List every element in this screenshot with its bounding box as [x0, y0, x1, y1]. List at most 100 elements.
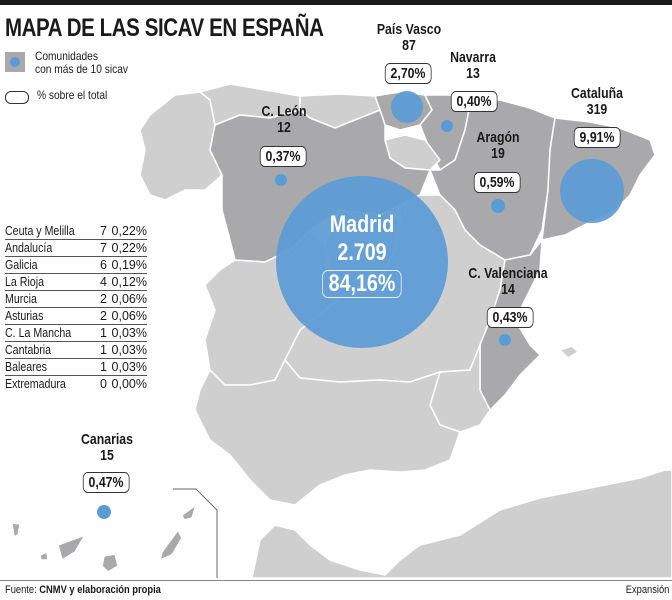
row-pct: 0,22% [111, 224, 147, 238]
legend-bubble-text: Comunidades con más de 10 sicav [35, 50, 128, 76]
row-count: 6 [100, 258, 107, 272]
table-row: Galicia 6 0,19% [5, 257, 147, 274]
row-name: Andalucía [5, 241, 53, 255]
row-count: 1 [100, 360, 107, 374]
canarias-island [11, 522, 21, 538]
region-count: 13 [466, 65, 480, 82]
table-row: Cantabria 1 0,03% [5, 342, 147, 359]
bubble-c-valenciana [499, 334, 511, 346]
row-name: La Rioja [5, 275, 44, 289]
table-row: Extremadura 0 0,00% [5, 376, 147, 392]
canarias-island [181, 504, 197, 521]
pct-navarra: 0,40% [450, 91, 498, 112]
label-cataluna: Cataluña 319 [571, 86, 623, 118]
table-row: Baleares 1 0,03% [5, 359, 147, 376]
table-row: C. La Mancha 1 0,03% [5, 325, 147, 342]
region-baleares [559, 345, 579, 359]
row-pct: 0,03% [111, 360, 147, 374]
bubble-canarias [97, 505, 111, 519]
label-canarias: Canarias 15 [81, 432, 133, 464]
region-count: 12 [277, 119, 291, 136]
brand-credit: Expansión [625, 584, 669, 596]
pct-pais-vasco: 2,70% [384, 63, 432, 84]
bubble-icon [10, 57, 20, 67]
row-name: Cantabria [5, 343, 52, 357]
row-pct: 0,12% [111, 275, 147, 289]
label-pais-vasco: País Vasco 87 [377, 22, 441, 54]
row-count: 0 [100, 377, 107, 391]
canarias-island [57, 534, 86, 561]
region-name: País Vasco [376, 21, 442, 38]
row-name: Baleares [5, 360, 47, 374]
source-prefix: Fuente: [5, 584, 40, 596]
madrid-pct: 84,16% [322, 270, 402, 298]
row-count: 2 [100, 309, 107, 323]
pct-c-valenciana: 0,43% [486, 307, 534, 328]
label-c-valenciana: C. Valenciana 14 [468, 266, 547, 298]
region-count: 87 [402, 37, 416, 54]
table-row: Asturias 2 0,06% [5, 308, 147, 325]
pct-canarias: 0,47% [82, 472, 130, 493]
row-name: Extremadura [5, 377, 66, 391]
madrid-count: 2.709 [337, 239, 387, 266]
top-rule [0, 0, 672, 5]
table-row: Andalucía 7 0,22% [5, 240, 147, 257]
minor-regions-table: Ceuta y Melilla 7 0,22% Andalucía 7 0,22% Ga… [5, 223, 147, 392]
bubble-c-leon [275, 174, 287, 186]
region-name: Aragón [476, 129, 520, 146]
row-count: 4 [100, 275, 107, 289]
table-row: La Rioja 4 0,12% [5, 274, 147, 291]
bubble-madrid [276, 176, 448, 348]
row-name: Murcia [5, 292, 37, 306]
pct-c-leon: 0,37% [259, 146, 307, 167]
pct-aragon: 0,59% [473, 172, 521, 193]
table-row: Ceuta y Melilla 7 0,22% [5, 223, 147, 240]
pill-icon [5, 91, 29, 104]
north-africa [251, 469, 672, 579]
row-name: Galicia [5, 258, 38, 272]
region-name: C. Valenciana [468, 265, 548, 282]
source-note: Fuente: CNMV y elaboración propia [5, 584, 161, 596]
region-count: 19 [491, 145, 505, 162]
table-row: Murcia 2 0,06% [5, 291, 147, 308]
region-count: 15 [100, 447, 114, 464]
legend-bubble-swatch [5, 52, 25, 72]
legend-line: Comunidades [35, 49, 98, 63]
madrid-name: Madrid [329, 211, 395, 238]
region-name: Canarias [81, 431, 133, 448]
bubble-navarra [441, 120, 453, 132]
region-count: 14 [501, 281, 515, 298]
row-pct: 0,00% [111, 377, 147, 391]
row-count: 7 [100, 224, 107, 238]
region-count: 319 [586, 101, 608, 118]
footer-rule [0, 580, 672, 581]
label-c-leon: C. León 12 [261, 104, 306, 136]
row-name: Asturias [5, 309, 44, 323]
canarias-island [39, 551, 49, 561]
legend-line: con más de 10 sicav [35, 62, 128, 76]
row-pct: 0,03% [111, 326, 147, 340]
row-pct: 0,22% [111, 241, 147, 255]
row-pct: 0,06% [111, 292, 147, 306]
region-galicia [139, 91, 223, 201]
legend-bubble: Comunidades con más de 10 sicav [5, 50, 144, 76]
map-title: MAPA DE LAS SICAV EN ESPAÑA [5, 14, 324, 42]
row-count: 1 [100, 326, 107, 340]
region-name: Navarra [450, 49, 496, 66]
label-navarra: Navarra 13 [450, 50, 496, 82]
row-name: C. La Mancha [5, 326, 72, 340]
label-aragon: Aragón 19 [476, 130, 519, 162]
canarias-inset-frame [173, 488, 218, 578]
bubble-aragon [491, 199, 505, 213]
bubble-cataluna [560, 159, 624, 223]
canarias-island [101, 553, 119, 573]
bubble-pais-vasco [391, 91, 423, 123]
pct-cataluna: 9,91% [573, 127, 621, 148]
legend-pill: % sobre el total [5, 89, 120, 104]
region-name: C. León [261, 103, 307, 120]
row-pct: 0,06% [111, 309, 147, 323]
legend-pill-text: % sobre el total [37, 88, 108, 102]
row-count: 7 [100, 241, 107, 255]
row-pct: 0,03% [111, 343, 147, 357]
